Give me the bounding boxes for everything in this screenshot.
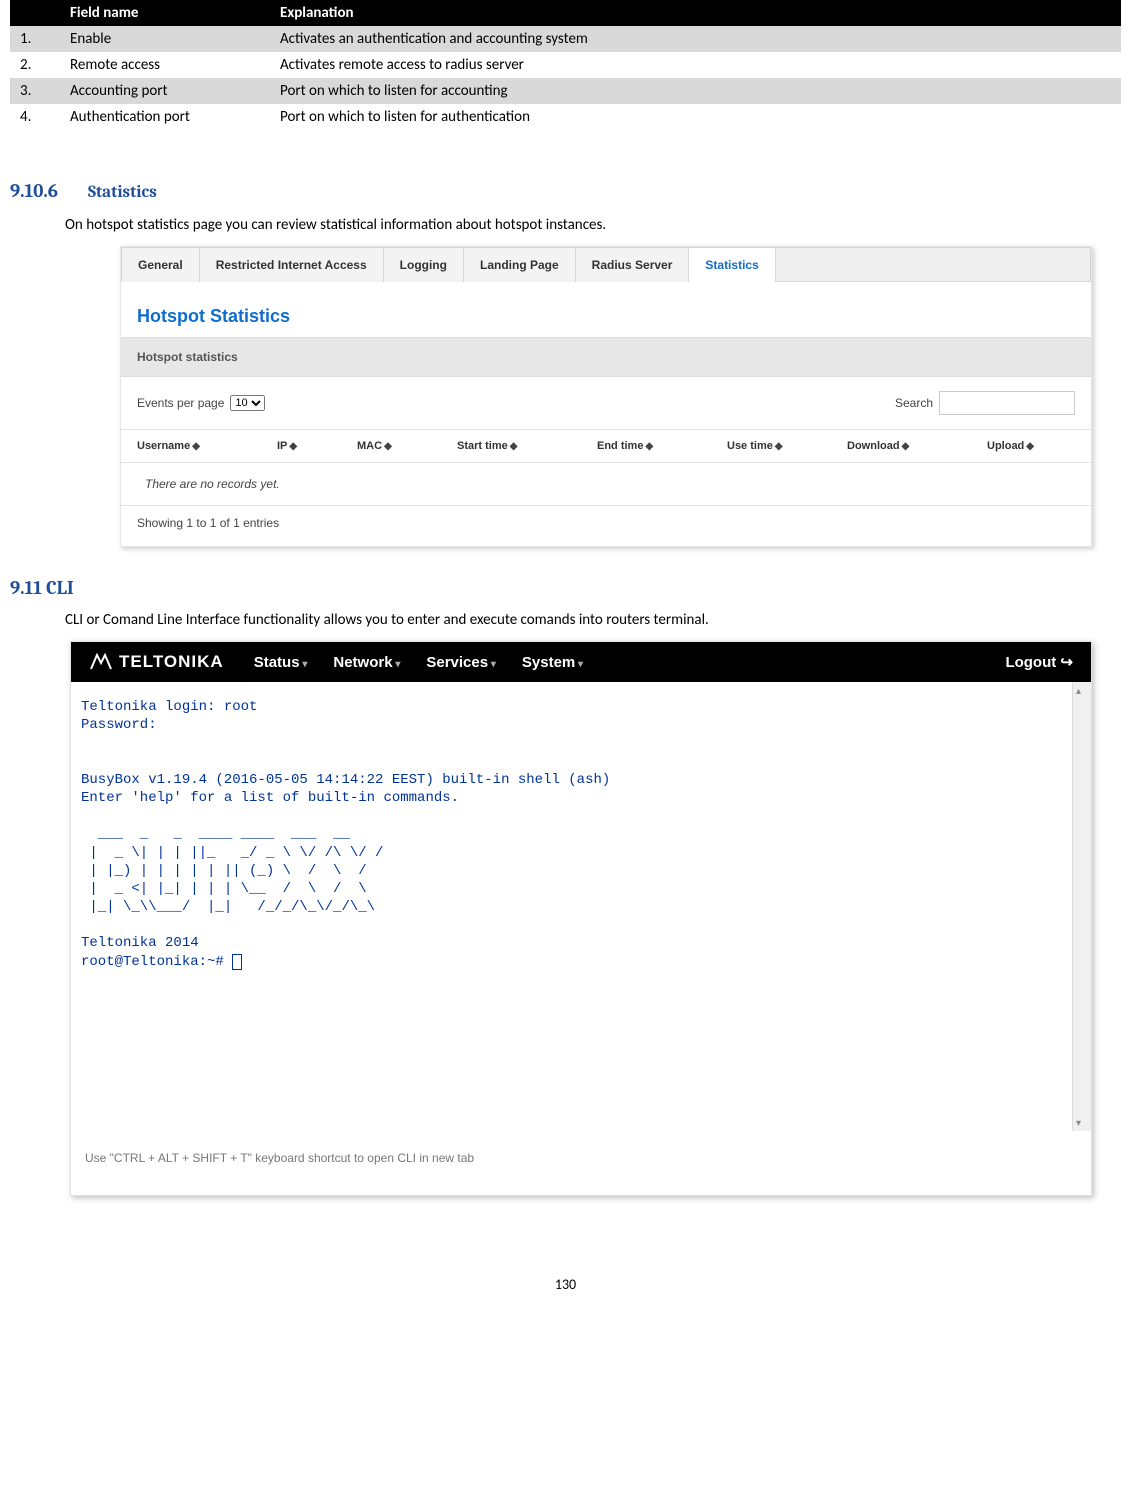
- tab-landing[interactable]: Landing Page: [464, 247, 576, 282]
- col-download[interactable]: Download◆: [847, 440, 987, 452]
- cell-expl: Activates remote access to radius server: [270, 52, 1121, 78]
- cli-menu: Status Network Services System: [254, 654, 583, 671]
- menu-status[interactable]: Status: [254, 654, 308, 671]
- section-cli-heading: 9.11 CLI: [10, 577, 1121, 599]
- hotspot-subheading: Hotspot statistics: [121, 337, 1091, 377]
- fields-table: Field name Explanation 1. Enable Activat…: [10, 0, 1121, 130]
- scroll-down-icon[interactable]: ▾: [1076, 1116, 1081, 1129]
- col-username[interactable]: Username◆: [137, 440, 277, 452]
- brand-logo: TELTONIKA: [89, 652, 224, 672]
- col-upload[interactable]: Upload◆: [987, 440, 1075, 452]
- cell-name: Authentication port: [60, 104, 270, 130]
- hotspot-empty: There are no records yet.: [121, 463, 1091, 506]
- th-num: [10, 0, 60, 26]
- tab-restricted[interactable]: Restricted Internet Access: [200, 247, 384, 282]
- cli-screenshot: TELTONIKA Status Network Services System…: [70, 641, 1092, 1196]
- logout-link[interactable]: Logout: [1005, 653, 1073, 671]
- cell-name: Accounting port: [60, 78, 270, 104]
- menu-services[interactable]: Services: [426, 654, 496, 671]
- cell-name: Enable: [60, 26, 270, 52]
- cli-hint: Use "CTRL + ALT + SHIFT + T" keyboard sh…: [71, 1131, 1091, 1195]
- sort-icon: ◆: [289, 441, 297, 452]
- cli-terminal-text: Teltonika login: root Password: BusyBox …: [81, 699, 610, 970]
- col-use[interactable]: Use time◆: [727, 440, 847, 452]
- hotspot-toolbar: Events per page 10 Search: [121, 377, 1091, 429]
- section-number: 9.10.6: [10, 180, 58, 202]
- hotspot-screenshot: General Restricted Internet Access Loggi…: [120, 246, 1092, 547]
- brand-text: TELTONIKA: [119, 652, 224, 672]
- scrollbar[interactable]: ▴ ▾: [1072, 682, 1091, 1131]
- cell-num: 4.: [10, 104, 60, 130]
- cell-expl: Port on which to listen for accounting: [270, 78, 1121, 104]
- events-per-page-label: Events per page: [137, 396, 224, 410]
- sort-icon: ◆: [645, 441, 653, 452]
- table-row: 2. Remote access Activates remote access…: [10, 52, 1121, 78]
- table-row: 1. Enable Activates an authentication an…: [10, 26, 1121, 52]
- cell-num: 3.: [10, 78, 60, 104]
- section-body: On hotspot statistics page you can revie…: [65, 216, 1121, 234]
- hotspot-columns: Username◆ IP◆ MAC◆ Start time◆ End time◆…: [121, 429, 1091, 463]
- cli-terminal[interactable]: Teltonika login: root Password: BusyBox …: [71, 682, 1072, 1131]
- col-start[interactable]: Start time◆: [457, 440, 597, 452]
- table-header-row: Field name Explanation: [10, 0, 1121, 26]
- col-ip[interactable]: IP◆: [277, 440, 357, 452]
- cell-num: 1.: [10, 26, 60, 52]
- hotspot-heading: Hotspot Statistics: [121, 282, 1091, 337]
- th-expl: Explanation: [270, 0, 1121, 26]
- tab-spacer: [776, 247, 1091, 282]
- tab-general[interactable]: General: [121, 247, 200, 282]
- sort-icon: ◆: [775, 441, 783, 452]
- tab-radius[interactable]: Radius Server: [576, 247, 690, 282]
- col-mac[interactable]: MAC◆: [357, 440, 457, 452]
- section-cli-body: CLI or Comand Line Interface functionali…: [65, 611, 1121, 629]
- section-title: Statistics: [58, 183, 157, 202]
- page-number: 130: [10, 1276, 1121, 1293]
- cell-name: Remote access: [60, 52, 270, 78]
- sort-icon: ◆: [902, 441, 910, 452]
- cursor-icon: [232, 954, 242, 970]
- teltonika-icon: [89, 653, 113, 671]
- cell-expl: Port on which to listen for authenticati…: [270, 104, 1121, 130]
- events-per-page-select[interactable]: 10: [230, 395, 265, 411]
- search-input[interactable]: [939, 391, 1075, 415]
- menu-network[interactable]: Network: [333, 654, 400, 671]
- menu-system[interactable]: System: [522, 654, 583, 671]
- hotspot-tabs: General Restricted Internet Access Loggi…: [121, 247, 1091, 282]
- sort-icon: ◆: [1026, 441, 1034, 452]
- sort-icon: ◆: [510, 441, 518, 452]
- tab-logging[interactable]: Logging: [384, 247, 464, 282]
- table-row: 3. Accounting port Port on which to list…: [10, 78, 1121, 104]
- col-end[interactable]: End time◆: [597, 440, 727, 452]
- cli-navbar: TELTONIKA Status Network Services System…: [71, 642, 1091, 682]
- table-row: 4. Authentication port Port on which to …: [10, 104, 1121, 130]
- cell-num: 2.: [10, 52, 60, 78]
- scroll-up-icon[interactable]: ▴: [1076, 684, 1081, 697]
- sort-icon: ◆: [192, 441, 200, 452]
- hotspot-footer: Showing 1 to 1 of 1 entries: [121, 506, 1091, 546]
- sort-icon: ◆: [384, 441, 392, 452]
- th-name: Field name: [60, 0, 270, 26]
- cell-expl: Activates an authentication and accounti…: [270, 26, 1121, 52]
- tab-statistics[interactable]: Statistics: [689, 247, 775, 282]
- search-label: Search: [895, 396, 933, 410]
